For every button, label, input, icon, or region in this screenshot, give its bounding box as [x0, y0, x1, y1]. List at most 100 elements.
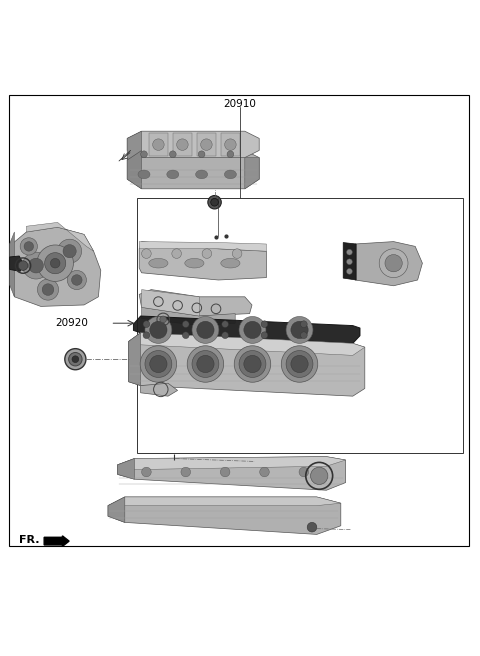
- Circle shape: [37, 279, 59, 300]
- Polygon shape: [118, 459, 134, 479]
- Circle shape: [225, 139, 236, 150]
- Circle shape: [201, 139, 212, 150]
- Circle shape: [198, 151, 205, 157]
- Ellipse shape: [196, 170, 208, 178]
- Circle shape: [232, 249, 242, 258]
- Polygon shape: [149, 133, 168, 156]
- Circle shape: [347, 268, 352, 274]
- Text: 20910: 20910: [224, 99, 256, 110]
- FancyArrow shape: [44, 536, 69, 546]
- Polygon shape: [221, 133, 240, 156]
- Polygon shape: [118, 457, 346, 490]
- Circle shape: [261, 321, 268, 327]
- Polygon shape: [127, 131, 142, 160]
- Circle shape: [143, 332, 150, 338]
- Circle shape: [307, 522, 317, 532]
- Circle shape: [347, 249, 352, 255]
- Circle shape: [197, 356, 214, 373]
- Polygon shape: [129, 333, 141, 386]
- Circle shape: [141, 151, 147, 157]
- Circle shape: [65, 348, 86, 370]
- Circle shape: [50, 258, 60, 268]
- Circle shape: [211, 198, 218, 206]
- Circle shape: [197, 321, 214, 338]
- Circle shape: [72, 356, 79, 363]
- Polygon shape: [108, 497, 341, 506]
- Circle shape: [347, 259, 352, 264]
- Polygon shape: [127, 150, 259, 189]
- Polygon shape: [10, 227, 101, 306]
- Circle shape: [72, 275, 82, 285]
- Circle shape: [177, 139, 188, 150]
- Circle shape: [160, 316, 167, 323]
- Circle shape: [222, 332, 228, 338]
- Circle shape: [20, 237, 37, 255]
- Polygon shape: [133, 316, 360, 343]
- Circle shape: [379, 249, 408, 277]
- Circle shape: [169, 151, 176, 157]
- Circle shape: [299, 467, 309, 477]
- Circle shape: [234, 346, 271, 382]
- Circle shape: [244, 356, 261, 373]
- Circle shape: [172, 249, 181, 258]
- Circle shape: [58, 239, 82, 263]
- Circle shape: [385, 255, 402, 272]
- Circle shape: [150, 356, 167, 373]
- Circle shape: [286, 316, 313, 343]
- Ellipse shape: [221, 258, 240, 268]
- Circle shape: [192, 350, 219, 377]
- Circle shape: [24, 241, 34, 251]
- Circle shape: [42, 284, 54, 295]
- Polygon shape: [173, 133, 192, 156]
- Circle shape: [187, 346, 224, 382]
- Polygon shape: [129, 333, 365, 356]
- Polygon shape: [127, 131, 259, 157]
- Circle shape: [291, 321, 308, 338]
- Polygon shape: [142, 308, 235, 325]
- Polygon shape: [142, 289, 199, 316]
- Circle shape: [140, 346, 177, 382]
- Polygon shape: [10, 256, 23, 272]
- Circle shape: [286, 350, 313, 377]
- Circle shape: [18, 261, 28, 270]
- Circle shape: [202, 249, 212, 258]
- Circle shape: [260, 467, 269, 477]
- Circle shape: [220, 467, 230, 477]
- Circle shape: [37, 245, 73, 281]
- Polygon shape: [139, 289, 252, 316]
- Ellipse shape: [224, 170, 236, 178]
- Circle shape: [208, 195, 221, 209]
- Circle shape: [67, 270, 86, 289]
- Polygon shape: [139, 241, 266, 280]
- Circle shape: [300, 332, 307, 338]
- Circle shape: [227, 151, 234, 157]
- Polygon shape: [139, 241, 266, 251]
- Ellipse shape: [185, 258, 204, 268]
- Polygon shape: [26, 222, 94, 251]
- Circle shape: [153, 139, 164, 150]
- Circle shape: [192, 316, 219, 343]
- Polygon shape: [118, 457, 346, 470]
- Circle shape: [45, 253, 66, 274]
- Circle shape: [23, 252, 49, 279]
- Circle shape: [143, 321, 150, 327]
- Circle shape: [300, 321, 307, 327]
- Polygon shape: [245, 157, 259, 189]
- Circle shape: [69, 352, 82, 366]
- Circle shape: [281, 346, 318, 382]
- Polygon shape: [10, 232, 14, 297]
- Bar: [137, 198, 463, 453]
- Ellipse shape: [167, 170, 179, 178]
- Circle shape: [182, 332, 189, 338]
- Polygon shape: [108, 497, 125, 522]
- Circle shape: [29, 258, 43, 273]
- Polygon shape: [343, 243, 356, 280]
- Text: 20920: 20920: [55, 318, 88, 328]
- Ellipse shape: [149, 258, 168, 268]
- Circle shape: [150, 321, 167, 338]
- Circle shape: [311, 467, 328, 485]
- Circle shape: [142, 249, 151, 258]
- Polygon shape: [129, 333, 365, 396]
- Circle shape: [239, 350, 266, 377]
- Circle shape: [291, 356, 308, 373]
